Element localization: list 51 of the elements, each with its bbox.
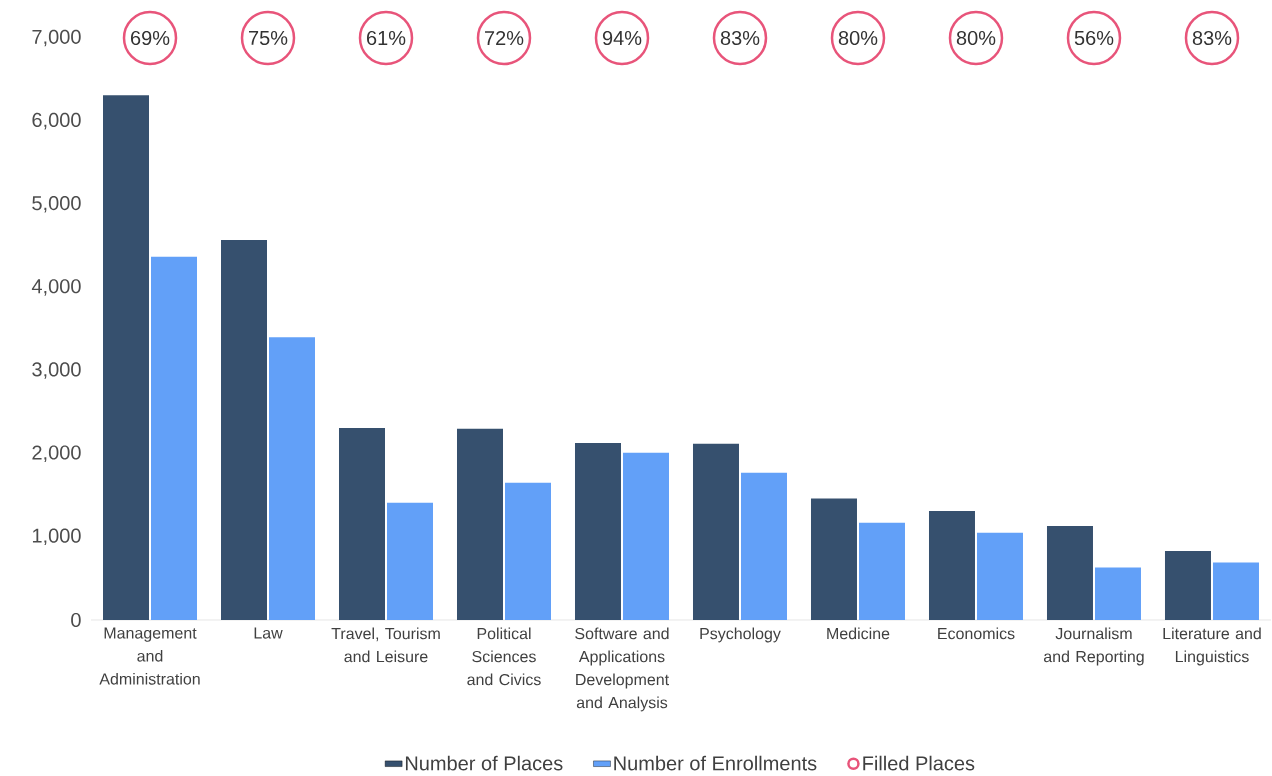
bar: [1212, 562, 1259, 621]
y-tick-label: 7,000: [32, 29, 81, 47]
bar: [858, 522, 905, 621]
legend-label: Number of Places: [405, 755, 563, 771]
annotation: 72%: [485, 31, 524, 46]
annotation: 61%: [367, 31, 406, 46]
x-tick-label: Law: [254, 627, 283, 639]
bar: [1046, 526, 1093, 621]
annotation: 80%: [956, 31, 996, 46]
legend-label: Number of Enrollments: [614, 755, 817, 771]
annotation: 69%: [131, 31, 170, 46]
annotation: 83%: [720, 31, 760, 46]
bar: [269, 337, 315, 621]
x-tick-label: Political Sciences and Civics: [467, 627, 541, 686]
y-tick-label: 0: [71, 613, 81, 628]
x-tick-label: Economics: [938, 627, 1015, 640]
bar: [692, 443, 739, 621]
bar: [1164, 551, 1211, 621]
y-tick-label: 5,000: [32, 196, 81, 213]
bar: [622, 453, 669, 621]
bar: [976, 532, 1023, 621]
bar: [151, 256, 198, 621]
bar: [1094, 567, 1141, 621]
bar: [740, 472, 787, 621]
bar: [387, 502, 433, 621]
x-tick-label: Management and Administration: [99, 627, 200, 685]
bar: [339, 428, 385, 621]
annotation: 94%: [602, 31, 642, 46]
x-tick-label: Travel, Tourism and Leisure: [331, 627, 440, 663]
bar: [221, 240, 267, 621]
x-tick-label: Journalism and Reporting: [1043, 627, 1144, 666]
y-tick-label: 6,000: [32, 113, 81, 130]
x-tick-label: Psychology: [700, 627, 781, 643]
y-tick-label: 4,000: [31, 279, 81, 296]
annotation: 56%: [1074, 31, 1114, 46]
annotation: 80%: [838, 31, 878, 46]
annotation: 83%: [1192, 31, 1232, 46]
y-tick-label: 1,000: [32, 528, 81, 546]
y-tick-label: 3,000: [32, 362, 81, 379]
bar: [457, 428, 503, 621]
legend-label: Filled Places: [863, 755, 975, 771]
bar: [103, 95, 150, 621]
x-tick-label: Literature and Linguistics: [1163, 627, 1261, 666]
y-tick-label: 2,000: [32, 445, 81, 463]
annotation: 75%: [249, 31, 288, 46]
bar: [928, 511, 975, 621]
bar: [810, 498, 857, 621]
x-tick-label: Software and Applications Development and Analysis: [575, 627, 669, 712]
bar: [574, 443, 621, 621]
x-tick-label: Medicine: [827, 627, 890, 640]
bar: [505, 482, 551, 621]
